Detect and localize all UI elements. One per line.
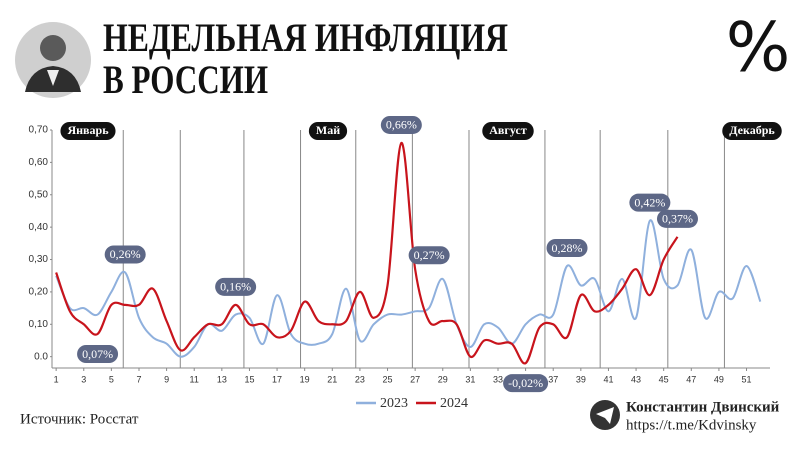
legend-label: 2023 (380, 396, 408, 411)
telegram-icon (590, 400, 620, 430)
x-tick-label: 31 (465, 374, 475, 384)
data-label-text: 0,28% (552, 241, 583, 255)
x-tick-label: 15 (244, 374, 254, 384)
month-label: Январь (60, 122, 116, 140)
data-label-text: 0,07% (82, 347, 113, 361)
data-label: 0,16% (215, 277, 257, 296)
data-label: -0,02% (503, 374, 549, 393)
month-label-box (60, 122, 116, 140)
x-tick-label: 17 (272, 374, 282, 384)
month-label-box (722, 122, 782, 140)
source: Источник: Росстат (20, 411, 139, 427)
data-label: 0,28% (546, 239, 588, 257)
data-label-text: 0,66% (386, 118, 417, 132)
legend-label: 2024 (440, 396, 468, 411)
x-tick-label: 5 (109, 374, 114, 384)
x-tick-label: 1 (54, 374, 59, 384)
data-label-box (656, 209, 698, 228)
y-tick-label: 0,70 (29, 125, 49, 136)
data-label: 0,66% (380, 115, 422, 134)
x-tick-label: 9 (164, 374, 169, 384)
data-label-box (104, 245, 146, 264)
x-tick-label: 47 (686, 374, 696, 384)
x-tick-label: 7 (136, 374, 141, 384)
x-tick-label: 21 (327, 374, 337, 384)
series-line (55, 141, 679, 365)
x-tick-label: 37 (548, 374, 558, 384)
icon: % (726, 9, 791, 88)
chart-title: В РОССИИ (103, 57, 268, 102)
month-label: Декабрь (722, 122, 782, 140)
data-label-text: -0,02% (508, 376, 543, 390)
y-tick-label: 0,40 (29, 222, 49, 233)
month-label-text: Декабрь (729, 123, 775, 137)
month-label-text: Август (489, 123, 527, 137)
month-label-text: Январь (67, 123, 109, 137)
y-tick-label: 0,60 (29, 157, 49, 168)
x-tick-label: 29 (438, 374, 448, 384)
x-tick-label: 41 (603, 374, 613, 384)
x-tick-label: 3 (81, 374, 86, 384)
y-tick-label: 0,20 (29, 287, 49, 298)
x-tick-label: 43 (631, 374, 641, 384)
link: https://t.me/Kdvinsky (626, 417, 757, 433)
y-tick-label: 0.0 (34, 351, 48, 362)
data-label-box (215, 277, 257, 296)
x-tick-label: 23 (355, 374, 365, 384)
data-label-box (503, 374, 549, 393)
y-tick-label: 0,50 (29, 189, 49, 200)
x-tick-label: 13 (217, 374, 227, 384)
data-label-text: 0,42% (634, 195, 665, 209)
data-label: 0,26% (104, 245, 146, 264)
x-tick-label: 19 (300, 374, 310, 384)
month-label: Август (482, 122, 534, 140)
x-tick-label: 25 (383, 374, 393, 384)
month-label-text: Май (316, 123, 340, 137)
data-label-text: 0,26% (110, 247, 141, 261)
x-tick-label: 45 (659, 374, 669, 384)
data-label-box (629, 193, 671, 212)
data-label: 0,27% (408, 246, 450, 265)
data-label: 0,07% (77, 345, 119, 363)
x-tick-label: 39 (576, 374, 586, 384)
portrait (15, 22, 91, 98)
x-tick-label: 11 (190, 374, 199, 384)
data-label-text: 0,37% (662, 212, 693, 226)
series-line (55, 219, 762, 358)
data-label-box (408, 246, 450, 265)
x-tick-label: 27 (410, 374, 420, 384)
y-tick-label: 0,30 (29, 254, 49, 265)
author: Константин Двинский (626, 399, 780, 415)
x-tick-label: 33 (493, 374, 503, 384)
data-label: 0,37% (656, 209, 698, 228)
data-label-box (546, 239, 588, 257)
y-tick-label: 0,10 (29, 319, 49, 330)
data-label: 0,42% (629, 193, 671, 212)
x-tick-label: 49 (714, 374, 724, 384)
month-label-box (482, 122, 534, 140)
data-label-text: 0,27% (414, 248, 445, 262)
data-label-box (380, 115, 422, 134)
chart-title: НЕДЕЛЬНАЯ ИНФЛЯЦИЯ (103, 15, 508, 60)
month-label: Май (308, 122, 348, 140)
x-tick-label: 51 (742, 374, 752, 384)
month-label-box (308, 122, 348, 140)
data-label-box (77, 345, 119, 363)
data-label-text: 0,16% (220, 280, 251, 294)
